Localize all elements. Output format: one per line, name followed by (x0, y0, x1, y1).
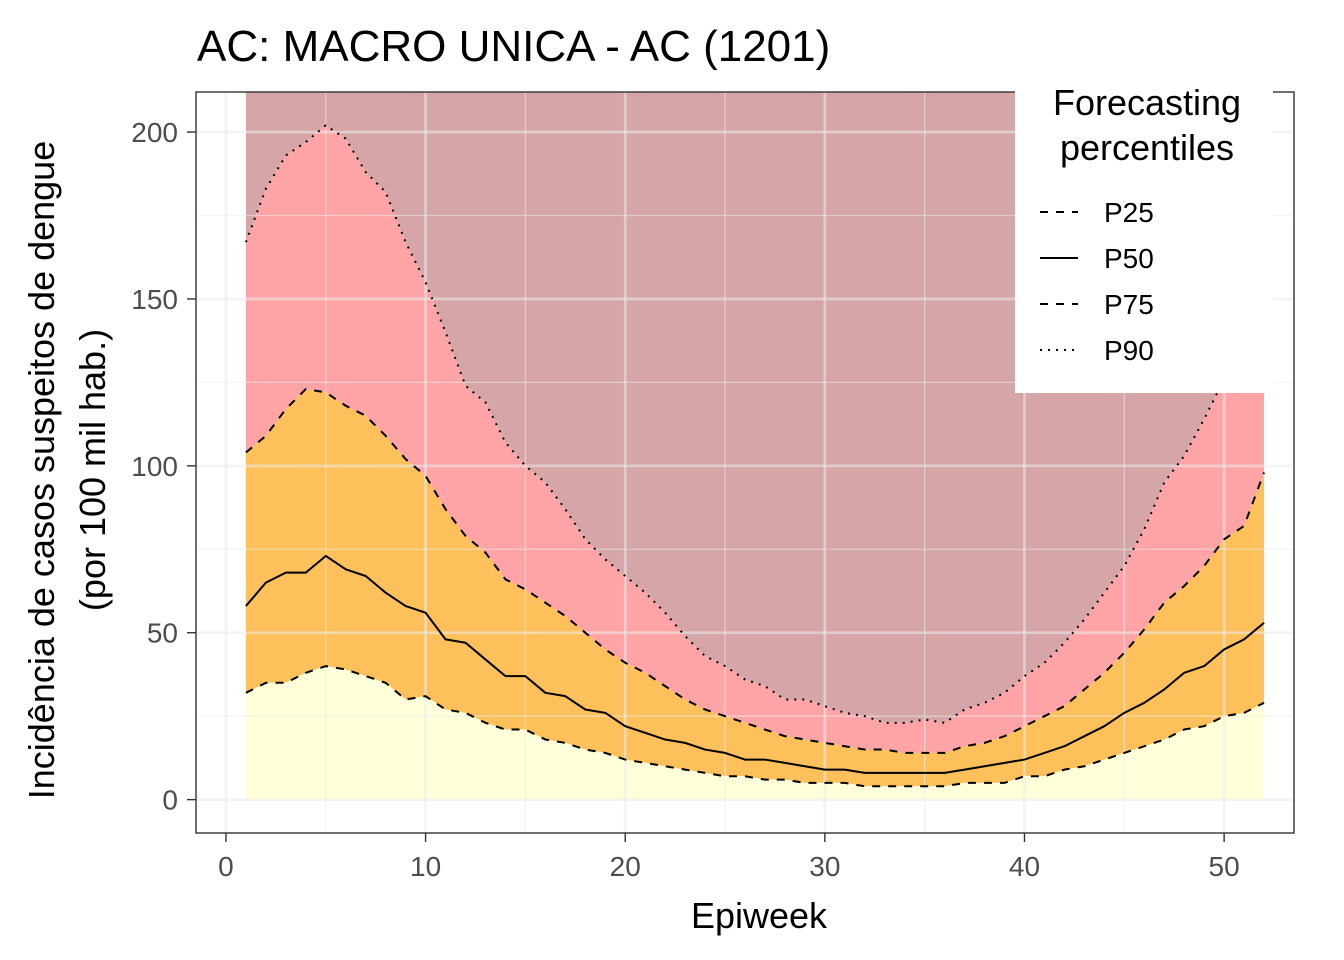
x-tick-label: 0 (218, 851, 234, 882)
y-tick-label: 50 (147, 618, 178, 649)
y-tick-label: 100 (131, 451, 178, 482)
y-axis-label-line1: Incidência de casos suspeitos de dengue (21, 141, 62, 799)
x-tick-label: 40 (1009, 851, 1040, 882)
y-tick-label: 200 (131, 117, 178, 148)
y-axis-label-line2: (por 100 mil hab.) (72, 329, 113, 611)
legend-label-p50: P50 (1104, 243, 1154, 274)
line-p25 (245, 665, 1265, 788)
x-axis-label: Epiweek (691, 895, 828, 936)
percentile-bands (245, 92, 1265, 800)
panel-border (195, 91, 1295, 834)
chart-title: AC: MACRO UNICA - AC (1201) (197, 22, 830, 71)
band-below-p25 (245, 666, 1265, 800)
legend-title-line1: Forecasting (1053, 82, 1241, 123)
legend: Forecasting percentiles P25 P50 P75 P90 (1015, 72, 1273, 393)
x-tick-label: 30 (809, 851, 840, 882)
band-above-p90 (245, 92, 1265, 723)
line-p50 (245, 554, 1265, 774)
legend-label-p90: P90 (1104, 335, 1154, 366)
band-p25-to-p75 (245, 389, 1265, 787)
legend-label-p75: P75 (1104, 289, 1154, 320)
legend-title-line2: percentiles (1060, 127, 1234, 168)
percentile-lines (244, 124, 1266, 788)
legend-background (1015, 72, 1273, 393)
y-axis-label: Incidência de casos suspeitos de dengue … (21, 141, 113, 799)
y-tick-label: 0 (162, 785, 178, 816)
x-axis: 0 10 20 30 40 50 (218, 833, 1240, 882)
legend-label-p25: P25 (1104, 197, 1154, 228)
line-p75 (245, 388, 1265, 754)
y-tick-label: 150 (131, 284, 178, 315)
legend-entries: P25 P50 P75 P90 (1040, 197, 1154, 366)
band-p75-to-p90 (245, 125, 1265, 753)
x-tick-label: 50 (1209, 851, 1240, 882)
line-p90 (244, 124, 1266, 724)
x-tick-label: 20 (610, 851, 641, 882)
x-tick-label: 10 (410, 851, 441, 882)
y-axis: 0 50 100 150 200 (131, 117, 196, 816)
